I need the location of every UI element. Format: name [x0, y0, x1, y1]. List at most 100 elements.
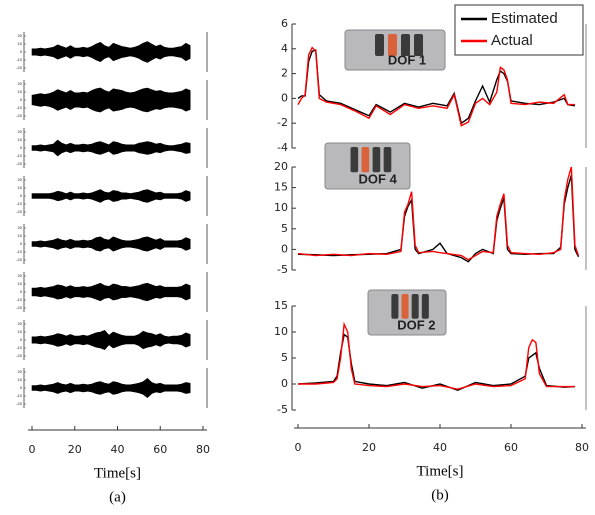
y-tick-label: 10	[18, 185, 23, 190]
y-tick-label: 0	[20, 49, 23, 54]
y-tick-label: -20	[16, 305, 23, 310]
legend-label: Estimated	[491, 10, 558, 27]
y-tick-label: 4	[281, 42, 288, 55]
dof-label: DOF 1	[388, 52, 426, 67]
finger	[421, 294, 429, 319]
legend-box	[454, 4, 584, 56]
line-series	[297, 46, 575, 127]
emg-envelope	[31, 236, 191, 252]
dof-label: DOF 2	[397, 317, 435, 332]
x-tick-label: 80	[575, 441, 589, 454]
y-tick-label: 0	[20, 193, 23, 198]
x-tick-label: 20	[362, 441, 376, 454]
finger	[388, 34, 397, 56]
y-tick-label: 5	[281, 351, 288, 364]
y-tick-label: 0	[20, 337, 23, 342]
x-tick-label: 0	[295, 441, 302, 454]
finger	[414, 34, 423, 56]
x-axis-label: Time[s]	[417, 463, 464, 479]
y-tick-label: -10	[16, 153, 23, 158]
caption: (b)	[431, 487, 449, 503]
y-tick-label: 10	[18, 329, 23, 334]
y-tick-label: 0	[281, 91, 288, 104]
x-tick-label: 20	[68, 443, 82, 456]
y-tick-label: 2	[281, 67, 288, 80]
x-tick-label: 0	[29, 443, 36, 456]
emg-envelope	[31, 139, 191, 157]
y-tick-label: -20	[16, 257, 23, 262]
y-tick-label: -20	[16, 65, 23, 70]
y-tick-label: 10	[18, 137, 23, 142]
y-tick-label: -10	[16, 393, 23, 398]
x-tick-label: 60	[153, 443, 167, 456]
y-tick-label: 10	[274, 325, 288, 338]
emg-envelope	[31, 378, 191, 398]
y-tick-label: 20	[18, 81, 23, 86]
y-tick-label: 0	[20, 97, 23, 102]
y-tick-label: -10	[16, 297, 23, 302]
x-tick-label: 60	[504, 441, 518, 454]
y-tick-label: -20	[16, 161, 23, 166]
y-tick-label: -2	[277, 116, 288, 129]
emg-envelope	[31, 189, 191, 203]
y-tick-label: -10	[16, 201, 23, 206]
x-tick-label: 80	[196, 443, 210, 456]
y-tick-label: -20	[16, 113, 23, 118]
y-tick-label: -10	[16, 249, 23, 254]
finger	[375, 34, 384, 56]
caption: (a)	[109, 489, 126, 505]
emg-envelope	[31, 282, 191, 302]
y-tick-label: 10	[274, 201, 288, 214]
finger	[350, 147, 359, 173]
emg-envelope	[31, 330, 191, 350]
y-tick-label: -5	[277, 403, 288, 416]
x-tick-label: 40	[111, 443, 125, 456]
y-tick-label: 10	[18, 233, 23, 238]
y-tick-label: 10	[18, 377, 23, 382]
finger	[372, 147, 381, 173]
emg-envelope	[31, 41, 191, 63]
y-tick-label: 20	[18, 33, 23, 38]
y-tick-label: -5	[277, 263, 288, 276]
y-tick-label: -10	[16, 105, 23, 110]
y-tick-label: 15	[274, 299, 288, 312]
finger	[383, 147, 392, 173]
y-tick-label: 10	[18, 89, 23, 94]
y-tick-label: 10	[18, 41, 23, 46]
x-axis-label: Time[s]	[94, 465, 141, 481]
finger	[401, 294, 409, 319]
finger	[411, 294, 419, 319]
y-tick-label: 0	[20, 289, 23, 294]
finger	[361, 147, 370, 173]
line-series	[298, 321, 575, 390]
y-tick-label: 0	[281, 377, 288, 390]
legend-label: Actual	[491, 32, 533, 49]
line-series	[297, 166, 580, 261]
y-tick-label: -10	[16, 57, 23, 62]
y-tick-label: -20	[16, 401, 23, 406]
y-tick-label: 20	[18, 225, 23, 230]
y-tick-label: 20	[18, 177, 23, 182]
y-tick-label: 0	[20, 241, 23, 246]
x-tick-label: 40	[433, 441, 447, 454]
y-tick-label: 10	[18, 281, 23, 286]
y-tick-label: 20	[18, 129, 23, 134]
y-tick-label: -20	[16, 209, 23, 214]
finger	[391, 294, 399, 319]
y-tick-label: 20	[18, 369, 23, 374]
y-tick-label: 6	[281, 17, 288, 30]
y-tick-label: -4	[277, 141, 288, 154]
y-tick-label: 0	[20, 385, 23, 390]
y-tick-label: 20	[274, 160, 288, 173]
y-tick-label: -20	[16, 353, 23, 358]
y-tick-label: 20	[18, 321, 23, 326]
emg-envelope	[31, 87, 191, 113]
y-tick-label: 0	[281, 242, 288, 255]
y-tick-label: 20	[18, 273, 23, 278]
finger	[401, 34, 410, 56]
dof-label: DOF 4	[359, 171, 398, 186]
y-tick-label: -10	[16, 345, 23, 350]
y-tick-label: 15	[274, 181, 288, 194]
y-tick-label: 5	[281, 222, 288, 235]
